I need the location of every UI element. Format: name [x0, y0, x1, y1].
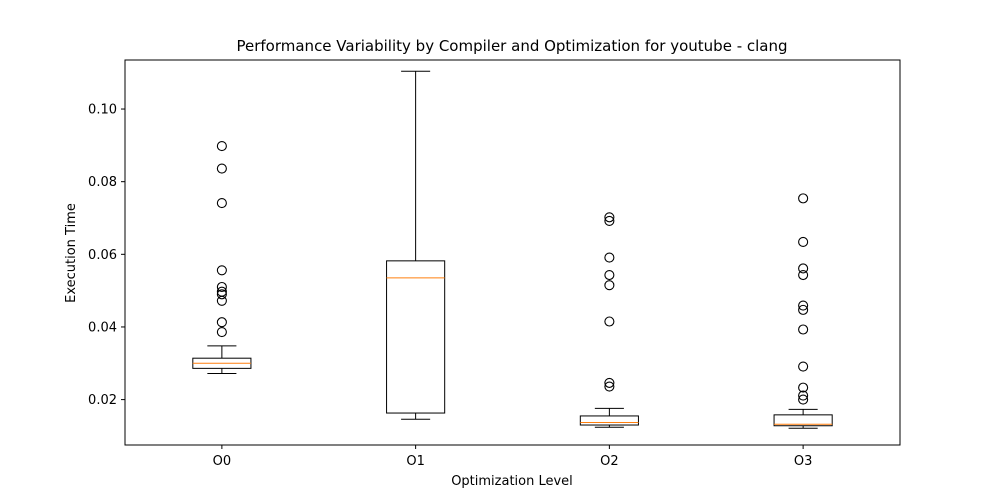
iqr-box [773, 414, 833, 427]
box-O2 [579, 212, 639, 428]
y-tick-label: 0.08 [88, 175, 117, 190]
outlier-point [216, 289, 227, 300]
x-tick-label: O3 [794, 454, 813, 469]
outlier-point [798, 324, 809, 335]
outlier-point [216, 198, 227, 209]
outlier-point [216, 265, 227, 276]
outlier-point [798, 382, 809, 393]
box-O3 [773, 193, 833, 429]
outlier-point [604, 381, 615, 392]
outlier-point [604, 269, 615, 281]
outlier-point [604, 316, 615, 327]
outlier-point [216, 326, 227, 338]
box-O1 [386, 70, 446, 420]
outlier-point [216, 163, 227, 174]
outlier-point [216, 295, 227, 306]
x-axis: O0 O1 O2 O3 [213, 445, 813, 469]
iqr-box [386, 260, 446, 414]
outlier-point [604, 377, 615, 388]
y-tick-label: 0.04 [88, 320, 117, 335]
outlier-point [604, 215, 615, 226]
x-axis-label: Optimization Level [451, 474, 573, 489]
chart-title: Performance Variability by Compiler and … [236, 37, 787, 55]
x-tick-label: O1 [406, 454, 425, 469]
outlier-point [798, 304, 809, 315]
y-tick-label: 0.02 [88, 393, 117, 408]
x-tick-label: O0 [213, 454, 232, 469]
y-tick-label: 0.06 [88, 248, 117, 263]
outlier-point [604, 212, 615, 223]
plot-frame [124, 59, 901, 446]
x-tick-label: O2 [600, 454, 619, 469]
outlier-point [798, 263, 809, 274]
outlier-point [798, 300, 809, 311]
outlier-point [604, 280, 615, 291]
outlier-point [798, 394, 809, 405]
outlier-point [798, 361, 809, 372]
outlier-point [604, 252, 615, 263]
outlier-point [798, 193, 809, 204]
y-axis-label: Execution Time [64, 203, 79, 303]
y-axis: 0.02 0.04 0.06 0.08 0.10 [88, 103, 125, 408]
outlier-point [216, 281, 227, 293]
outlier-point [798, 236, 809, 248]
y-tick-label: 0.10 [88, 103, 117, 118]
outlier-point [798, 390, 809, 401]
outlier-point [216, 317, 227, 328]
box-O0 [192, 141, 252, 374]
boxes-layer [192, 70, 833, 429]
outlier-point [798, 269, 809, 281]
outlier-point [216, 141, 227, 152]
iqr-box [579, 415, 639, 426]
